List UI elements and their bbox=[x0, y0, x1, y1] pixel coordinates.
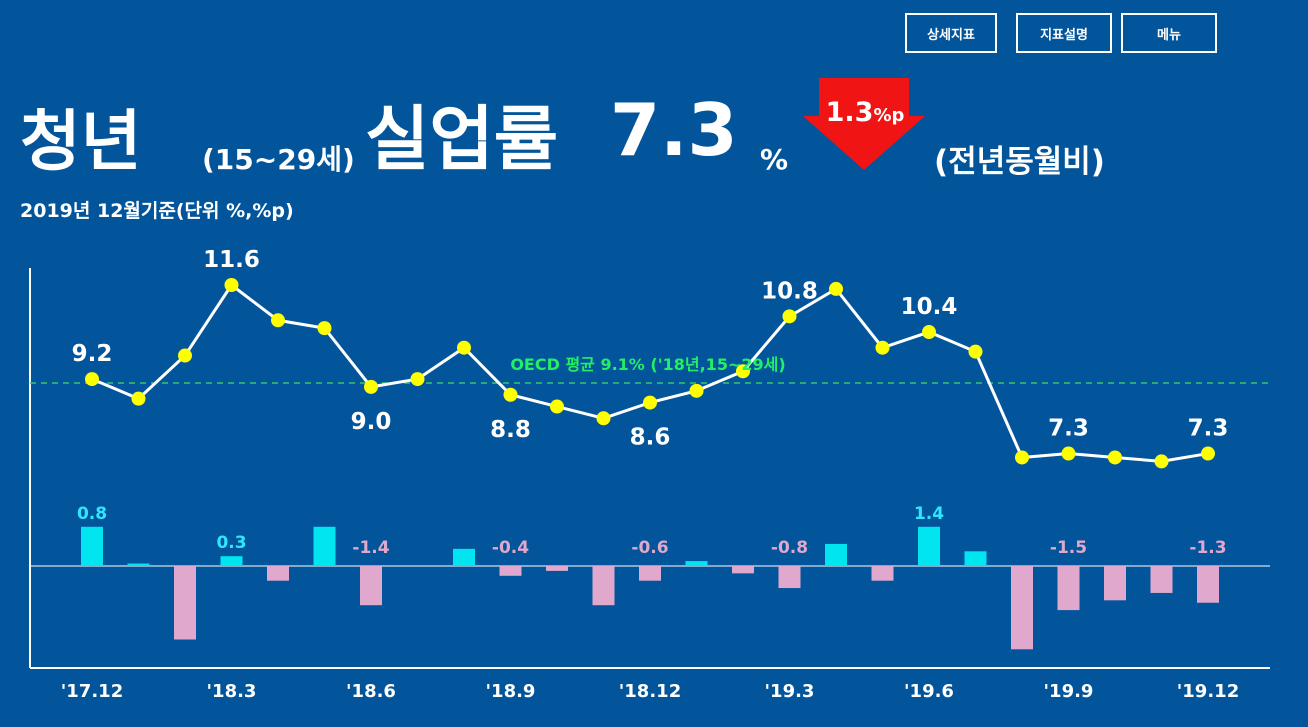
bar-value-label: -0.4 bbox=[492, 538, 529, 558]
line-value-label: 9.2 bbox=[72, 341, 113, 367]
bar-value-label: -1.4 bbox=[352, 538, 389, 558]
change-bar bbox=[499, 566, 522, 576]
change-bar bbox=[453, 548, 475, 566]
change-bar bbox=[313, 526, 336, 566]
bar-value-label: -0.8 bbox=[771, 538, 808, 558]
line-value-label: 9.0 bbox=[351, 409, 392, 435]
data-point bbox=[85, 372, 99, 387]
change-bar bbox=[174, 566, 196, 640]
title-unemployment: 실업률 bbox=[365, 98, 559, 180]
change-bar bbox=[406, 565, 429, 566]
data-point bbox=[875, 340, 890, 355]
data-point bbox=[503, 387, 518, 402]
data-point bbox=[829, 281, 843, 296]
data-point bbox=[922, 325, 936, 340]
data-point bbox=[1061, 446, 1076, 461]
change-unit: %p bbox=[873, 105, 905, 126]
data-point bbox=[782, 309, 797, 324]
change-bar bbox=[1104, 566, 1126, 601]
change-bar bbox=[220, 556, 243, 566]
data-point bbox=[643, 395, 657, 410]
line-value-label: 11.6 bbox=[203, 247, 260, 273]
menu-button[interactable]: 메뉴 bbox=[1121, 13, 1217, 53]
headline-value: 7.3 bbox=[610, 88, 738, 172]
oecd-reference-label: OECD 평균 9.1% ('18년,15~29세) bbox=[510, 355, 785, 374]
x-tick-label: '18.12 bbox=[619, 681, 681, 702]
bar-value-label: -0.6 bbox=[631, 538, 668, 558]
change-bar bbox=[1197, 566, 1219, 603]
change-bar bbox=[918, 526, 940, 566]
line-value-label: 7.3 bbox=[1188, 416, 1229, 442]
change-bar bbox=[871, 566, 894, 581]
change-bar bbox=[267, 566, 289, 581]
change-badge: 1.3%p bbox=[824, 97, 906, 128]
data-point bbox=[178, 348, 192, 363]
bar-value-label: -1.5 bbox=[1050, 538, 1087, 558]
data-point bbox=[1201, 446, 1215, 461]
data-point bbox=[1108, 450, 1122, 465]
headline-unit: % bbox=[760, 143, 789, 176]
line-value-label: 10.4 bbox=[901, 294, 958, 320]
change-bar bbox=[1150, 566, 1173, 593]
detail-indicator-button[interactable]: 상세지표 bbox=[905, 13, 997, 53]
change-value: 1.3 bbox=[825, 97, 874, 128]
data-point bbox=[596, 411, 611, 426]
x-tick-label: '18.6 bbox=[346, 681, 396, 702]
x-tick-label: '18.3 bbox=[207, 681, 257, 702]
subtitle: 2019년 12월기준(단위 %,%p) bbox=[20, 200, 294, 222]
change-bar bbox=[825, 543, 847, 566]
x-tick-label: '19.3 bbox=[765, 681, 815, 702]
change-bar bbox=[127, 563, 150, 566]
data-point bbox=[224, 278, 239, 292]
change-bar bbox=[546, 566, 568, 571]
bar-value-label: 0.3 bbox=[216, 533, 246, 553]
change-basis: (전년동월비) bbox=[934, 144, 1105, 180]
x-tick-label: '19.9 bbox=[1044, 681, 1094, 702]
bar-value-label: 0.8 bbox=[77, 504, 107, 524]
change-bar bbox=[360, 566, 382, 606]
line-value-label: 8.6 bbox=[630, 425, 671, 451]
data-point bbox=[457, 340, 471, 355]
line-value-label: 7.3 bbox=[1048, 416, 1089, 442]
bar-value-label: -1.3 bbox=[1189, 538, 1226, 558]
indicator-explanation-button[interactable]: 지표설명 bbox=[1016, 13, 1112, 53]
data-point bbox=[271, 313, 285, 328]
change-bar bbox=[778, 566, 801, 589]
x-tick-label: '19.6 bbox=[904, 681, 954, 702]
x-tick-label: '18.9 bbox=[486, 681, 536, 702]
line-value-label: 10.8 bbox=[761, 278, 818, 304]
change-bar bbox=[592, 566, 615, 606]
title-youth: 청년 bbox=[20, 103, 142, 180]
x-tick-label: '17.12 bbox=[61, 681, 123, 702]
data-point bbox=[736, 364, 750, 379]
change-bar bbox=[685, 561, 708, 566]
data-point bbox=[968, 344, 983, 359]
change-bar bbox=[964, 551, 987, 566]
data-point bbox=[131, 391, 146, 406]
x-tick-label: '19.12 bbox=[1177, 681, 1239, 702]
data-point bbox=[364, 379, 378, 394]
change-bar bbox=[81, 526, 103, 566]
change-bar bbox=[639, 566, 661, 581]
data-point bbox=[1154, 454, 1169, 469]
title-age-range: (15~29세) bbox=[202, 143, 355, 176]
change-bar bbox=[732, 566, 754, 574]
change-bar bbox=[1057, 566, 1080, 611]
data-point bbox=[1015, 450, 1029, 465]
change-bar bbox=[1011, 566, 1033, 650]
down-arrow-icon bbox=[803, 78, 925, 170]
bar-value-label: 1.4 bbox=[914, 504, 944, 524]
data-point bbox=[550, 399, 564, 414]
data-point bbox=[410, 372, 425, 387]
data-point bbox=[689, 383, 704, 398]
data-point bbox=[317, 321, 332, 336]
line-value-label: 8.8 bbox=[490, 417, 531, 443]
